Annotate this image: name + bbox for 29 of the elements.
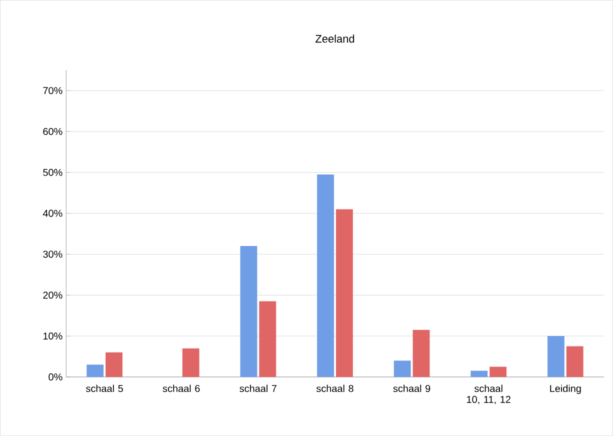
x-tick-label: schaal 7 xyxy=(240,384,276,392)
bar xyxy=(394,360,411,377)
bar xyxy=(336,209,353,377)
y-tick-label: 40% xyxy=(42,210,62,217)
y-tick-label: 50% xyxy=(43,168,62,176)
bar xyxy=(547,336,564,377)
bar xyxy=(259,301,276,377)
bar xyxy=(566,346,584,377)
bar xyxy=(412,330,430,377)
y-tick-label: 70% xyxy=(43,87,62,94)
bar xyxy=(182,348,200,377)
y-tick-label: 30% xyxy=(43,250,62,258)
x-tick-label: schaal 10, 11, 12 xyxy=(467,384,510,404)
x-tick-label: Leiding xyxy=(550,384,581,394)
x-tick-label: schaal 6 xyxy=(162,384,200,392)
y-tick-label: 60% xyxy=(43,128,62,135)
bar xyxy=(86,364,104,377)
bar xyxy=(317,174,334,377)
bar xyxy=(106,352,122,377)
y-tick-label: 20% xyxy=(43,292,62,299)
x-tick-label: schaal 9 xyxy=(393,384,430,392)
y-tick-label: 0% xyxy=(48,373,62,380)
x-tick-label: schaal 5 xyxy=(86,384,123,392)
y-tick-label: 10% xyxy=(43,332,62,340)
bar xyxy=(470,370,488,377)
x-tick-label: schaal 8 xyxy=(316,384,354,392)
bar xyxy=(240,246,258,377)
chart-title: Zeeland xyxy=(316,34,354,43)
bar xyxy=(490,366,507,377)
